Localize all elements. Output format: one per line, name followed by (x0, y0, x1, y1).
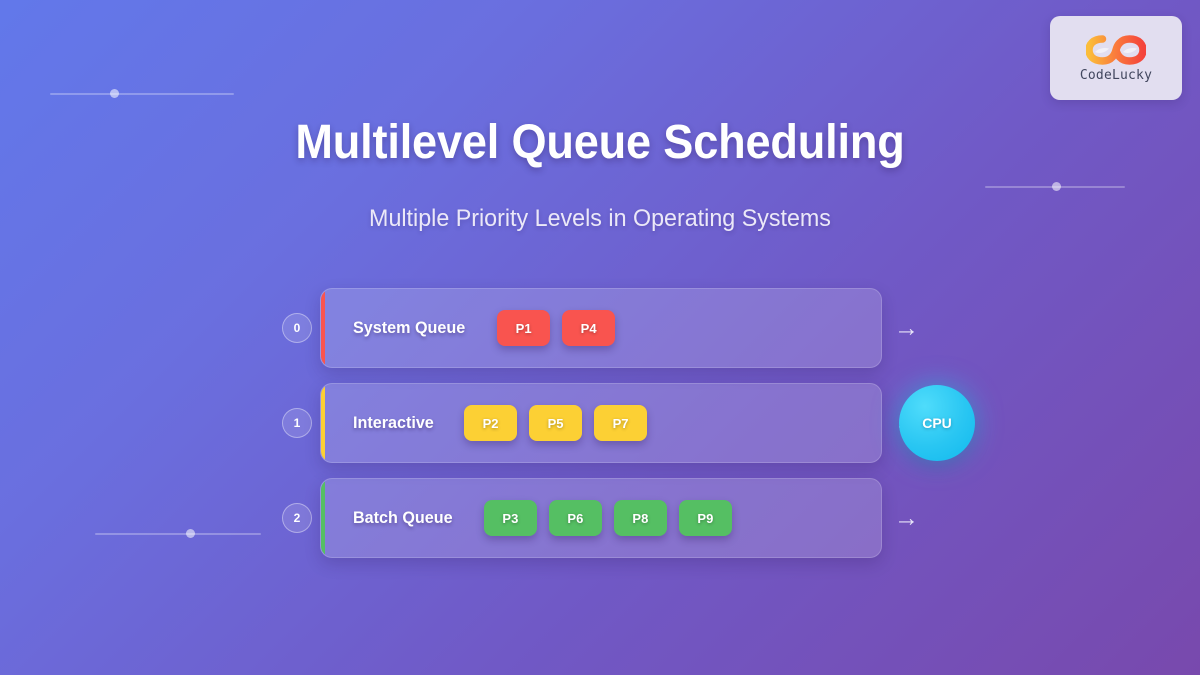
queue-row[interactable]: 0 System Queue P1 P4 → (282, 288, 922, 368)
dispatch-arrow-icon: → (894, 313, 919, 342)
cpu-node[interactable]: CPU (899, 385, 975, 461)
infinity-leaf-icon (1086, 34, 1146, 65)
process-badge[interactable]: P5 (529, 405, 583, 441)
queue-label: Batch Queue (353, 508, 453, 527)
page-title: Multilevel Queue Scheduling (295, 116, 905, 169)
process-list: P3 P6 P8 P9 (483, 500, 732, 536)
page-subtitle: Multiple Priority Levels in Operating Sy… (369, 205, 831, 232)
queue-list: 0 System Queue P1 P4 → 1 Interactive P2 … (282, 288, 922, 573)
brand-name: CodeLucky (1079, 67, 1153, 83)
queue-accent-stripe (321, 289, 325, 367)
queue-bar[interactable]: Batch Queue P3 P6 P8 P9 (320, 478, 882, 558)
queue-bar[interactable]: Interactive P2 P5 P7 (320, 383, 882, 463)
queue-accent-stripe (321, 384, 325, 462)
queue-accent-stripe (321, 479, 325, 557)
process-list: P1 P4 (497, 310, 616, 346)
queue-row[interactable]: 1 Interactive P2 P5 P7 → (282, 383, 922, 463)
process-badge[interactable]: P1 (497, 310, 551, 346)
process-list: P2 P5 P7 (464, 405, 648, 441)
priority-badge: 1 (282, 408, 312, 438)
process-badge[interactable]: P8 (613, 500, 667, 536)
process-badge[interactable]: P6 (548, 500, 602, 536)
queue-bar[interactable]: System Queue P1 P4 (320, 288, 882, 368)
decorative-dot (186, 529, 195, 538)
queue-row[interactable]: 2 Batch Queue P3 P6 P8 P9 → (282, 478, 922, 558)
priority-badge: 0 (282, 313, 312, 343)
process-badge[interactable]: P4 (562, 310, 616, 346)
process-badge[interactable]: P7 (594, 405, 648, 441)
decorative-line (95, 533, 261, 535)
priority-badge: 2 (282, 503, 312, 533)
queue-label: System Queue (353, 318, 466, 337)
process-badge[interactable]: P3 (483, 500, 537, 536)
decorative-dot (1052, 182, 1061, 191)
process-badge[interactable]: P9 (678, 500, 732, 536)
queue-label: Interactive (353, 413, 434, 432)
brand-logo-card: CodeLucky (1050, 16, 1182, 100)
decorative-dot (110, 89, 119, 98)
decorative-line (50, 93, 234, 95)
dispatch-arrow-icon: → (894, 503, 919, 532)
process-badge[interactable]: P2 (464, 405, 518, 441)
